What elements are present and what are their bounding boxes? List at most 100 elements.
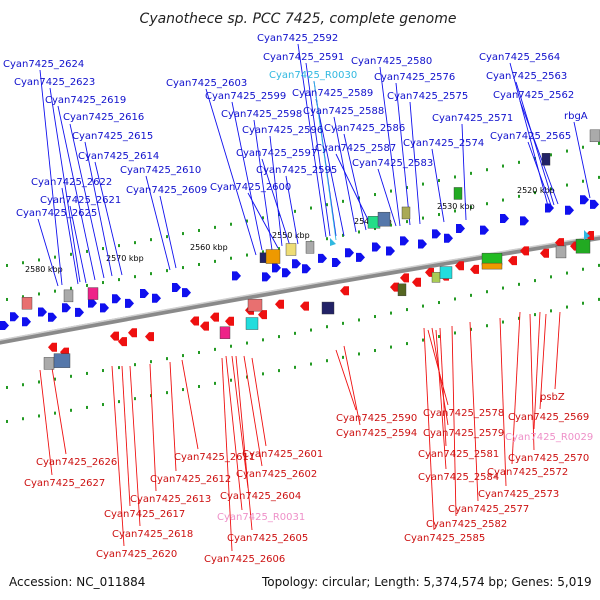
gene-label[interactable]: Cyan7425_2604 <box>220 491 301 502</box>
gene-label[interactable]: Cyan7425_2612 <box>150 474 231 485</box>
gene-label[interactable]: Cyan7425_2572 <box>487 467 568 478</box>
gene-label[interactable]: Cyan7425_2597 <box>236 148 317 159</box>
gene-label[interactable]: Cyan7425_2614 <box>78 151 159 162</box>
gene-label[interactable]: Cyan7425_R0030 <box>269 70 357 81</box>
feature-tile <box>305 241 315 254</box>
gene-label[interactable]: Cyan7425_2587 <box>315 143 396 154</box>
leader-line <box>573 121 591 199</box>
reverse-gene-arrow <box>110 331 119 341</box>
map-title: Cyanothece sp. PCC 7425, complete genome <box>140 11 457 27</box>
gene-label[interactable]: Cyan7425_2576 <box>374 72 455 83</box>
gene-label[interactable]: Cyan7425_2579 <box>423 428 504 439</box>
leader-line <box>221 357 233 552</box>
gene-label[interactable]: Cyan7425_2602 <box>236 469 317 480</box>
gene-label[interactable]: Cyan7425_2564 <box>479 52 560 63</box>
gene-label[interactable]: Cyan7425_2583 <box>352 158 433 169</box>
gene-label[interactable]: Cyan7425_2569 <box>508 412 589 423</box>
gene-label[interactable]: Cyan7425_2609 <box>126 185 207 196</box>
gene-label[interactable]: Cyan7425_2624 <box>3 59 84 70</box>
tick-dot <box>422 338 424 342</box>
gene-label[interactable]: Cyan7425_2562 <box>493 90 574 101</box>
label-leader-lines <box>37 43 591 552</box>
leader-line <box>49 87 81 283</box>
tick-dot <box>342 233 344 237</box>
gene-label[interactable]: Cyan7425_2618 <box>112 529 193 540</box>
gene-label[interactable]: Cyan7425_2616 <box>63 112 144 123</box>
leader-line <box>84 141 113 277</box>
gene-label[interactable]: Cyan7425_2623 <box>14 77 95 88</box>
gene-label[interactable]: psbZ <box>540 392 565 403</box>
gene-label[interactable]: Cyan7425_2613 <box>130 494 211 505</box>
leader-line <box>297 43 327 238</box>
tick-dot <box>102 369 104 373</box>
tick-dot <box>230 256 232 260</box>
gene-label[interactable]: Cyan7425_2575 <box>387 91 468 102</box>
tick-dot <box>470 293 472 297</box>
forward-gene-arrow <box>140 289 149 299</box>
gene-label[interactable]: Cyan7425_2595 <box>256 165 337 176</box>
gene-label[interactable]: Cyan7425_2605 <box>227 533 308 544</box>
gene-label[interactable]: Cyan7425_R0031 <box>217 512 305 523</box>
tick-dot <box>582 301 584 305</box>
gene-label[interactable]: Cyan7425_2571 <box>432 113 513 124</box>
gene-label[interactable]: Cyan7425_2603 <box>166 78 247 89</box>
gene-label[interactable]: Cyan7425_2621 <box>40 195 121 206</box>
tick-dot <box>214 225 216 229</box>
gene-label[interactable]: Cyan7425_2596 <box>242 125 323 136</box>
gene-label[interactable]: Cyan7425_2611 <box>174 452 255 463</box>
gene-label[interactable]: Cyan7425_2588 <box>303 106 384 117</box>
gene-label[interactable]: Cyan7425_2615 <box>72 131 153 142</box>
gene-label[interactable]: Cyan7425_2585 <box>404 533 485 544</box>
gene-label[interactable]: rbgA <box>564 111 588 122</box>
gene-label[interactable]: Cyan7425_2586 <box>324 123 405 134</box>
leader-line <box>343 133 367 231</box>
gene-label[interactable]: Cyan7425_2570 <box>508 453 589 464</box>
gene-label[interactable]: Cyan7425_2625 <box>16 208 97 219</box>
gene-label[interactable]: Cyan7425_2598 <box>221 109 302 120</box>
reverse-gene-arrow <box>540 248 549 258</box>
gene-label[interactable]: Cyan7425_2591 <box>263 52 344 63</box>
forward-gene-arrow <box>372 242 381 252</box>
gene-label[interactable]: Cyan7425_2601 <box>242 449 323 460</box>
gene-label[interactable]: Cyan7425_2592 <box>257 33 338 44</box>
gene-label[interactable]: Cyan7425_2563 <box>486 71 567 82</box>
gene-label[interactable]: Cyan7425_2619 <box>45 95 126 106</box>
gene-label[interactable]: Cyan7425_2573 <box>478 489 559 500</box>
tick-dot <box>342 199 344 203</box>
tick-dot <box>54 255 56 259</box>
gene-label[interactable]: Cyan7425_2581 <box>418 449 499 460</box>
gene-label[interactable]: Cyan7425_2582 <box>426 519 507 530</box>
gene-label[interactable]: Cyan7425_R0029 <box>505 432 593 443</box>
tick-dot <box>470 171 472 175</box>
gene-label[interactable]: Cyan7425_2574 <box>403 138 484 149</box>
gene-label[interactable]: Cyan7425_2627 <box>24 478 105 489</box>
tick-dot <box>118 244 120 248</box>
forward-gene-arrow <box>302 264 311 274</box>
gene-label[interactable]: Cyan7425_2584 <box>418 472 499 483</box>
leader-line <box>269 135 283 247</box>
reverse-gene-arrow <box>470 264 479 274</box>
reverse-gene-arrow <box>48 342 57 352</box>
gene-label[interactable]: Cyan7425_2590 <box>336 413 417 424</box>
gene-label[interactable]: Cyan7425_2626 <box>36 457 117 468</box>
gene-label[interactable]: Cyan7425_2620 <box>96 549 177 560</box>
leader-line <box>235 355 253 531</box>
gene-label[interactable]: Cyan7425_2580 <box>351 56 432 67</box>
gene-label[interactable]: Cyan7425_2610 <box>120 165 201 176</box>
reverse-gene-arrow <box>390 282 399 292</box>
tick-dot <box>550 153 552 157</box>
gene-label[interactable]: Cyan7425_2617 <box>104 509 185 520</box>
gene-label[interactable]: Cyan7425_2622 <box>31 177 112 188</box>
gene-label[interactable]: Cyan7425_2565 <box>490 131 571 142</box>
tick-dot <box>182 388 184 392</box>
gene-label[interactable]: Cyan7425_2606 <box>204 554 285 565</box>
gene-label[interactable]: Cyan7425_2578 <box>423 408 504 419</box>
gene-label[interactable]: Cyan7425_2589 <box>292 88 373 99</box>
tick-dot <box>438 213 440 217</box>
gene-label[interactable]: Cyan7425_2594 <box>336 428 417 439</box>
tick-dot <box>390 223 392 227</box>
tick-dot <box>406 220 408 224</box>
gene-label[interactable]: Cyan7425_2600 <box>210 182 291 193</box>
gene-label[interactable]: Cyan7425_2577 <box>448 504 529 515</box>
gene-label[interactable]: Cyan7425_2599 <box>205 91 286 102</box>
